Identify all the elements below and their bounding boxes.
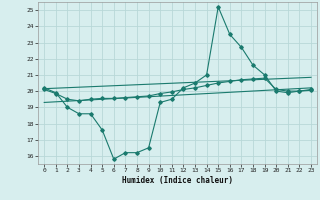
X-axis label: Humidex (Indice chaleur): Humidex (Indice chaleur)	[122, 176, 233, 185]
